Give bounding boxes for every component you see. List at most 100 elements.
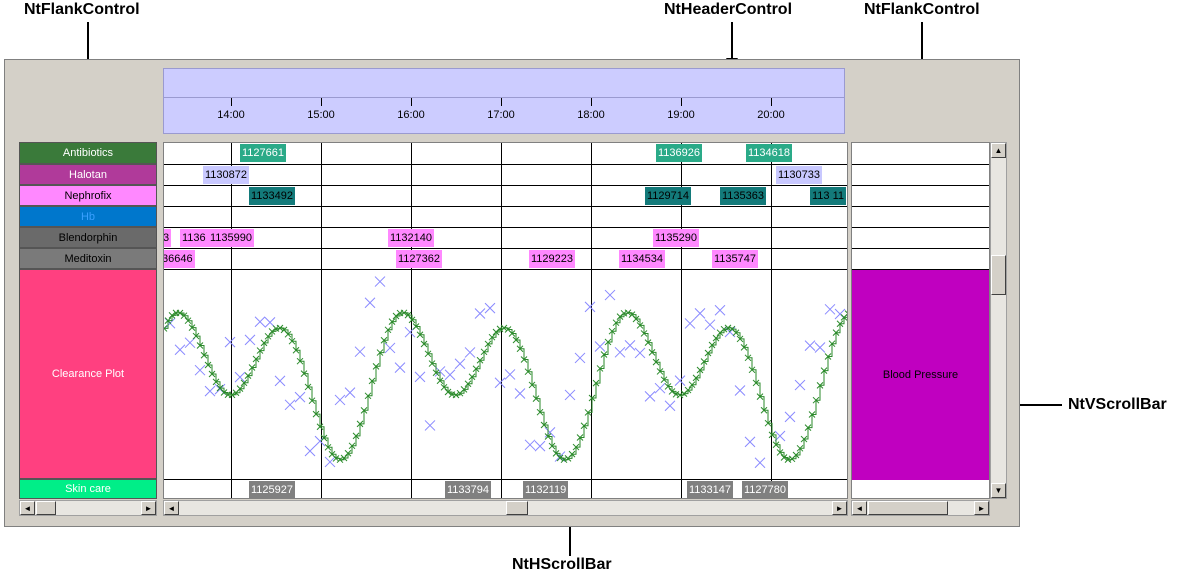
flank-row-skin-care[interactable]: Skin care	[19, 479, 157, 499]
blood-pressure-row[interactable]: Blood Pressure	[852, 270, 989, 480]
plot-green-x-marker	[516, 345, 524, 353]
callout-line-header	[731, 22, 733, 58]
event-block[interactable]: 1135363	[720, 187, 767, 205]
scroll-thumb[interactable]	[36, 501, 56, 515]
plot-green-x-marker	[468, 373, 476, 381]
plot-green-x-marker	[348, 442, 356, 450]
plot-green-x-marker	[668, 388, 676, 395]
event-block[interactable]: 1133492	[249, 187, 296, 205]
right-flank-control[interactable]: Blood Pressure	[851, 142, 990, 499]
plot-blue-x-marker	[274, 375, 286, 387]
scroll-thumb[interactable]	[506, 501, 528, 515]
scroll-left-button[interactable]: ◄	[20, 501, 35, 515]
scroll-right-button[interactable]: ►	[141, 501, 156, 515]
plot-green-x-marker	[796, 444, 804, 452]
scroll-left-button[interactable]: ◄	[164, 501, 179, 515]
event-block[interactable]: 1136926	[656, 144, 703, 162]
plot-green-x-marker	[436, 377, 444, 385]
plot-green-x-marker	[768, 431, 776, 439]
plot-blue-x-marker	[634, 347, 646, 359]
event-block[interactable]: 1136	[180, 229, 208, 247]
event-block[interactable]: 1125927	[249, 481, 296, 498]
event-block[interactable]: 1133147	[687, 481, 734, 498]
plot-blue-x-marker	[744, 436, 756, 448]
event-block[interactable]: 36646	[164, 250, 195, 268]
plot-blue-x-marker	[494, 377, 506, 389]
plot-green-x-marker	[284, 330, 292, 338]
vertical-scrollbar[interactable]: ▲ ▼	[990, 142, 1007, 499]
event-block[interactable]: 1132119	[523, 481, 569, 498]
flank-row-nephrofix[interactable]: Nephrofix	[19, 185, 157, 206]
flank-row-meditoxin[interactable]: Meditoxin	[19, 248, 157, 269]
flank-row-blendorphin[interactable]: Blendorphin	[19, 227, 157, 248]
scroll-up-button[interactable]: ▲	[991, 143, 1006, 158]
time-label-1900: 19:00	[667, 109, 695, 121]
scroll-thumb[interactable]	[991, 255, 1006, 295]
plot-green-x-marker	[648, 349, 656, 356]
plot-green-x-marker	[168, 312, 176, 319]
plot-green-x-marker	[596, 365, 604, 372]
plot-green-x-marker	[608, 327, 616, 335]
scroll-right-button[interactable]: ►	[974, 501, 989, 515]
plot-green-x-marker	[604, 338, 612, 346]
flank-row-hb[interactable]: Hb	[19, 206, 157, 227]
event-block[interactable]: 1132140	[388, 229, 435, 247]
scroll-down-button[interactable]: ▼	[991, 483, 1006, 498]
plot-blue-x-marker	[674, 375, 686, 387]
scroll-thumb[interactable]	[868, 501, 948, 515]
flank-label: Hb	[80, 210, 96, 223]
event-block[interactable]: 1127780	[742, 481, 789, 498]
plot-blue-x-marker	[804, 340, 816, 351]
plot-blue-x-marker	[794, 379, 806, 391]
plot-blue-x-marker	[174, 344, 186, 356]
plot-blue-x-marker	[784, 411, 796, 423]
grid-row	[164, 249, 847, 270]
flank-label: Antibiotics	[62, 147, 114, 159]
event-block[interactable]: 1135990	[208, 229, 255, 247]
plot-green-x-marker	[672, 390, 680, 398]
scroll-left-button[interactable]: ◄	[852, 501, 867, 515]
timeline-grid[interactable]: 1127661 1136926 1134618 1130872 1130733 …	[163, 142, 848, 499]
plot-green-x-marker	[344, 449, 352, 457]
plot-green-x-marker	[332, 455, 340, 462]
plot-green-x-marker	[480, 348, 488, 356]
plot-green-x-marker	[300, 370, 308, 377]
time-label-1700: 17:00	[487, 109, 515, 121]
event-block[interactable]: 3	[164, 229, 172, 247]
plot-green-x-marker	[588, 394, 596, 402]
event-block[interactable]: 1134534	[619, 250, 666, 268]
right-flank-hscrollbar[interactable]: ◄ ►	[851, 500, 990, 516]
plot-green-x-marker	[548, 442, 556, 450]
header-control[interactable]: 14:00 15:00 16:00 17:00 18:00 19:00 20:0…	[163, 68, 845, 134]
flank-row-halotan[interactable]: Halotan	[19, 164, 157, 185]
event-block[interactable]: 113 11	[810, 187, 847, 205]
scroll-right-button[interactable]: ►	[832, 501, 847, 515]
plot-green-x-marker	[488, 333, 496, 341]
event-block[interactable]: 1134618	[746, 144, 793, 162]
left-flank-hscrollbar[interactable]: ◄ ►	[19, 500, 157, 516]
event-block[interactable]: 1127362	[396, 250, 443, 268]
plot-green-x-marker	[792, 451, 800, 459]
event-block[interactable]: 1135747	[712, 250, 759, 268]
plot-green-x-marker	[660, 376, 668, 384]
event-block[interactable]: 1129223	[529, 250, 576, 268]
event-block[interactable]: 1135290	[653, 229, 700, 247]
plot-green-x-series	[164, 309, 847, 464]
event-block[interactable]: 1130872	[203, 166, 250, 184]
grid-line-1800	[591, 143, 592, 498]
event-block[interactable]: 1129714	[645, 187, 692, 205]
plot-green-x-marker	[200, 351, 208, 359]
flank-label: Clearance Plot	[51, 368, 125, 380]
event-block[interactable]: 1133794	[445, 481, 492, 498]
event-block[interactable]: 1127661	[240, 144, 287, 162]
flank-row-clearance-plot[interactable]: Clearance Plot	[19, 269, 157, 479]
flank-row-antibiotics[interactable]: Antibiotics	[19, 142, 157, 164]
plot-green-x-marker	[364, 392, 372, 400]
grid-row	[164, 186, 847, 207]
flank-label: Blendorphin	[58, 231, 118, 244]
plot-green-x-marker	[708, 341, 716, 349]
grid-line-1900	[681, 143, 682, 498]
plot-blue-x-marker	[664, 400, 676, 412]
main-hscrollbar[interactable]: ◄ ►	[163, 500, 848, 516]
event-block[interactable]: 1130733	[776, 166, 823, 184]
